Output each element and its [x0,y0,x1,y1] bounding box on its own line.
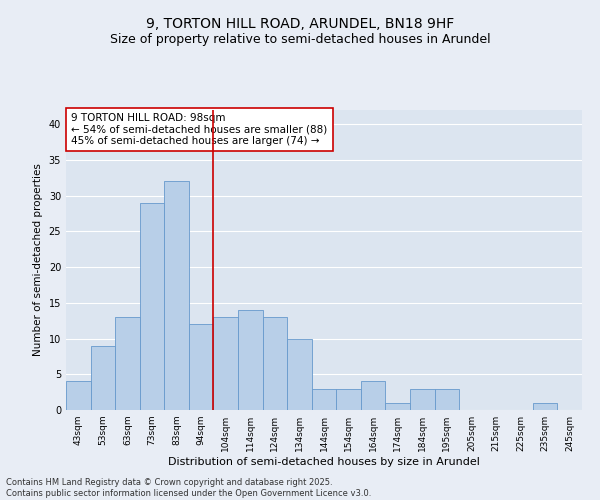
Bar [336,388,361,410]
Bar [164,182,189,410]
Bar [238,310,263,410]
Bar [263,317,287,410]
Bar [189,324,214,410]
Text: Size of property relative to semi-detached houses in Arundel: Size of property relative to semi-detach… [110,32,490,46]
Bar [115,317,140,410]
Bar [434,388,459,410]
Bar [533,403,557,410]
Bar [91,346,115,410]
Bar [361,382,385,410]
Bar [312,388,336,410]
Text: Contains HM Land Registry data © Crown copyright and database right 2025.
Contai: Contains HM Land Registry data © Crown c… [6,478,371,498]
Bar [140,203,164,410]
Text: 9 TORTON HILL ROAD: 98sqm
← 54% of semi-detached houses are smaller (88)
45% of : 9 TORTON HILL ROAD: 98sqm ← 54% of semi-… [71,113,328,146]
Bar [287,338,312,410]
Bar [410,388,434,410]
Text: 9, TORTON HILL ROAD, ARUNDEL, BN18 9HF: 9, TORTON HILL ROAD, ARUNDEL, BN18 9HF [146,18,454,32]
Bar [214,317,238,410]
X-axis label: Distribution of semi-detached houses by size in Arundel: Distribution of semi-detached houses by … [168,457,480,467]
Y-axis label: Number of semi-detached properties: Number of semi-detached properties [33,164,43,356]
Bar [385,403,410,410]
Bar [66,382,91,410]
